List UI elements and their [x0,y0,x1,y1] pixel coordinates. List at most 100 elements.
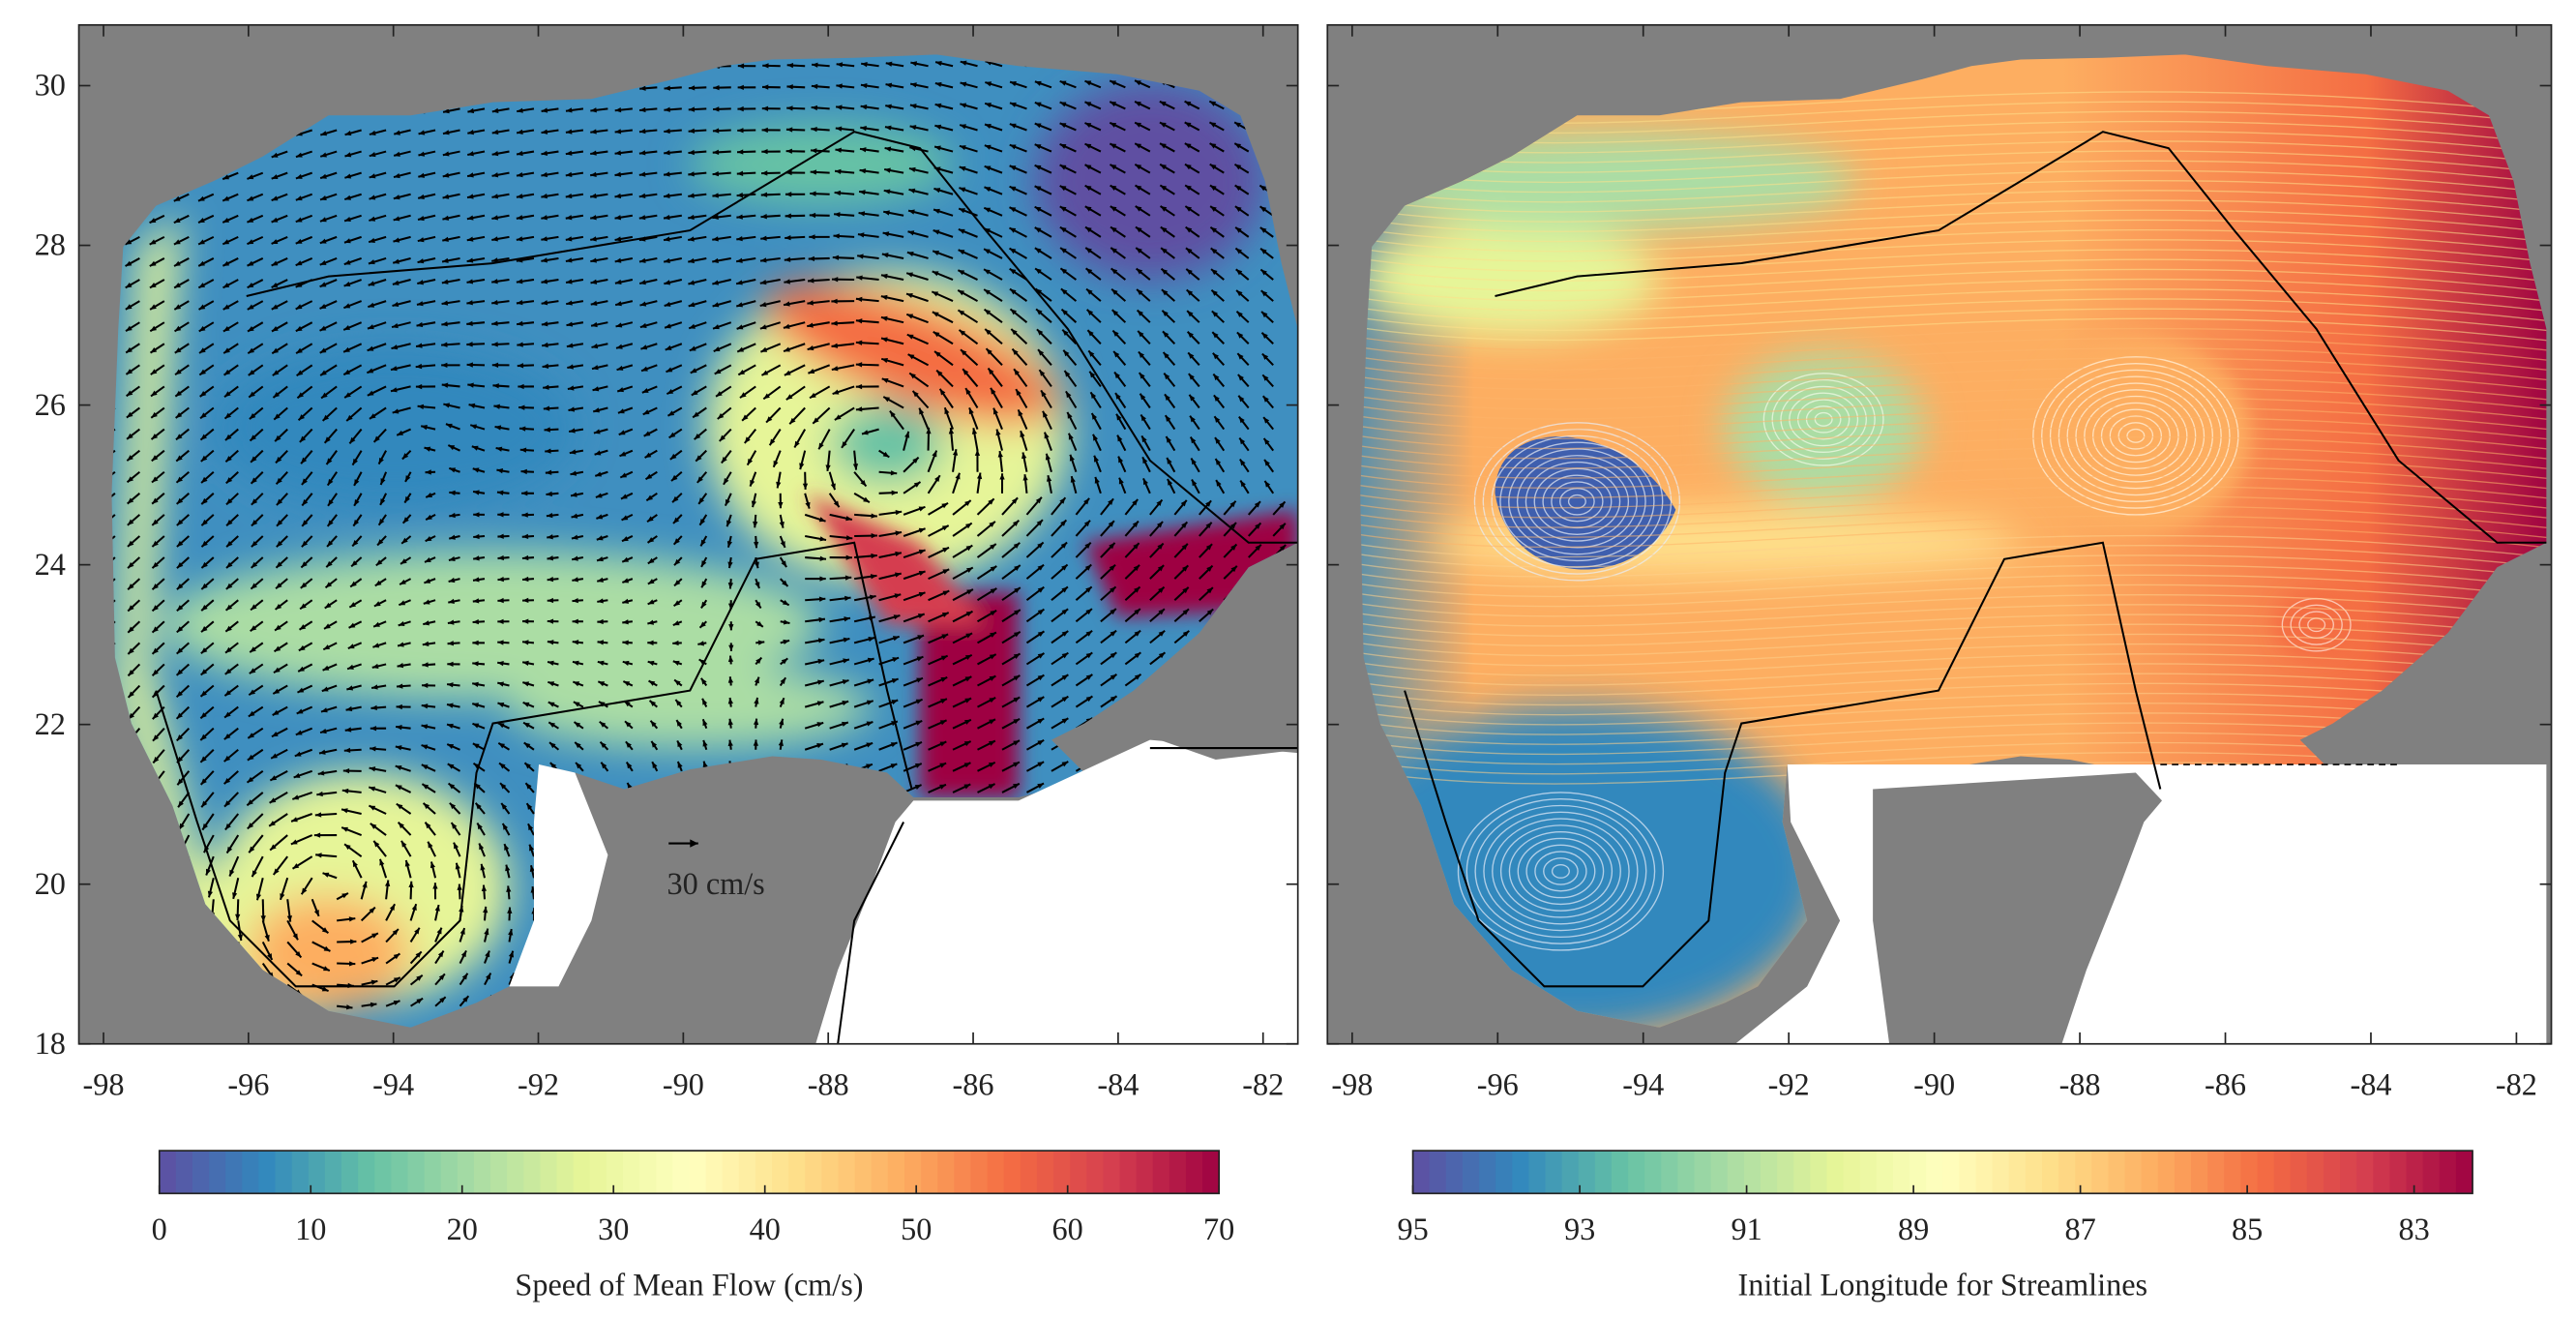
colorbar-step [556,1151,575,1194]
flow-arrowhead [1211,269,1218,276]
flow-arrowhead [225,604,233,611]
flow-arrowhead [1110,102,1117,107]
flow-arrowhead [1061,309,1068,315]
flow-arrowhead [125,260,133,267]
flow-arrowhead [688,193,695,198]
flow-arrowhead [247,283,254,288]
flow-arrowhead [201,800,208,808]
flow-arrowhead [638,150,646,156]
colorbar-step [1694,1151,1712,1194]
flow-arrowhead [761,127,768,134]
flow-arrowhead [1037,739,1045,746]
flow-arrowhead [1214,416,1221,423]
flow-arrowhead [932,271,939,277]
flow-arrowhead [811,83,818,90]
flow-arrowhead [665,344,672,350]
cuba [1149,666,1298,760]
flow-arrowhead [343,303,351,309]
flow-arrowhead [491,215,499,221]
flow-arrowhead [548,681,555,687]
flow-arrowhead [778,739,784,746]
flow-arrowhead [541,236,548,242]
flow-arrowhead [1034,80,1042,86]
flow-arrowhead [856,275,863,281]
flow-arrowhead [1009,248,1017,254]
streamline [2084,395,2188,476]
flow-arrowhead [782,599,789,606]
flow-arrowhead [1085,268,1093,275]
flow-arrowhead [807,345,814,351]
flow-arrowhead [341,808,348,814]
streamline [1508,830,1614,912]
flow-arrowhead [391,344,399,350]
flow-arrowhead [702,698,708,705]
colorbar-step [2406,1151,2424,1194]
colorbar-label: Speed of Mean Flow (cm/s) [515,1268,863,1302]
flow-arrowhead [882,231,890,237]
flow-arrowhead [421,425,428,431]
flow-arrowhead [932,291,939,297]
flow-arrowhead [855,296,863,303]
flow-arrowhead [176,647,184,654]
flow-arrowhead [760,214,767,220]
flow-arrowhead [300,582,308,588]
flow-arrowhead [590,150,597,156]
flow-arrowhead [592,386,600,392]
streamline [1762,373,1884,466]
flow-arrowhead [999,473,1005,480]
flow-arrowhead [647,619,655,625]
flow-arrowhead [870,574,877,580]
colorbar-step [1826,1151,1845,1194]
flow-arrowhead [1062,329,1069,337]
flow-arrowhead [664,128,670,135]
flow-arrowhead [1181,522,1188,528]
colorbar-step [2306,1151,2324,1194]
flow-arrowhead [260,915,266,922]
flow-arrowhead [500,783,507,790]
flow-arrowhead [222,217,230,223]
flow-arrowhead [1013,631,1021,638]
flow-arrowhead [760,346,768,352]
flow-arrowhead [641,366,648,372]
flow-arrowhead [152,626,159,633]
flow-arrowhead [1192,479,1198,487]
flow-arrowhead [1209,101,1217,106]
flow-arrowhead [442,130,450,135]
isobath [1404,131,2547,988]
flow-arrowhead [370,704,377,711]
flow-arrowhead [152,647,159,654]
flow-arrowhead [272,370,280,376]
flow-arrowhead [726,520,732,527]
flow-arrowhead [799,463,805,470]
colorbar-step [1727,1151,1745,1194]
flow-arrowhead [672,660,680,666]
flow-arrowhead [909,125,917,131]
colorbar-step [1119,1151,1138,1194]
flow-arrowhead [712,302,720,308]
flow-arrowhead [988,498,994,505]
flow-arrowhead [702,739,708,747]
flow-arrowhead [570,470,577,476]
y-tick-label: 20 [35,866,66,901]
flow-arrowhead [1133,564,1140,572]
flow-arrowhead [948,427,955,434]
flow-arrowhead [648,680,656,686]
flow-arrowhead [461,973,468,980]
flow-arrowhead [959,165,966,171]
flow-arrowhead [178,800,184,808]
flow-arrowhead [275,434,281,442]
colorbar-step [507,1151,524,1194]
flow-arrowhead [314,812,322,818]
colorbar-step [1495,1151,1513,1194]
streamline [1360,692,2547,718]
colorbar-step [622,1151,640,1194]
flow-arrowhead [805,501,811,509]
flow-arrowhead [127,497,134,504]
flow-arrowhead [855,362,863,368]
flow-arrowhead [201,561,208,569]
flow-arrowhead [812,62,818,68]
flow-arrowhead [818,517,826,523]
flow-arrowhead [984,207,992,213]
streamline [1360,564,2547,589]
flow-arrowhead [1037,564,1045,571]
